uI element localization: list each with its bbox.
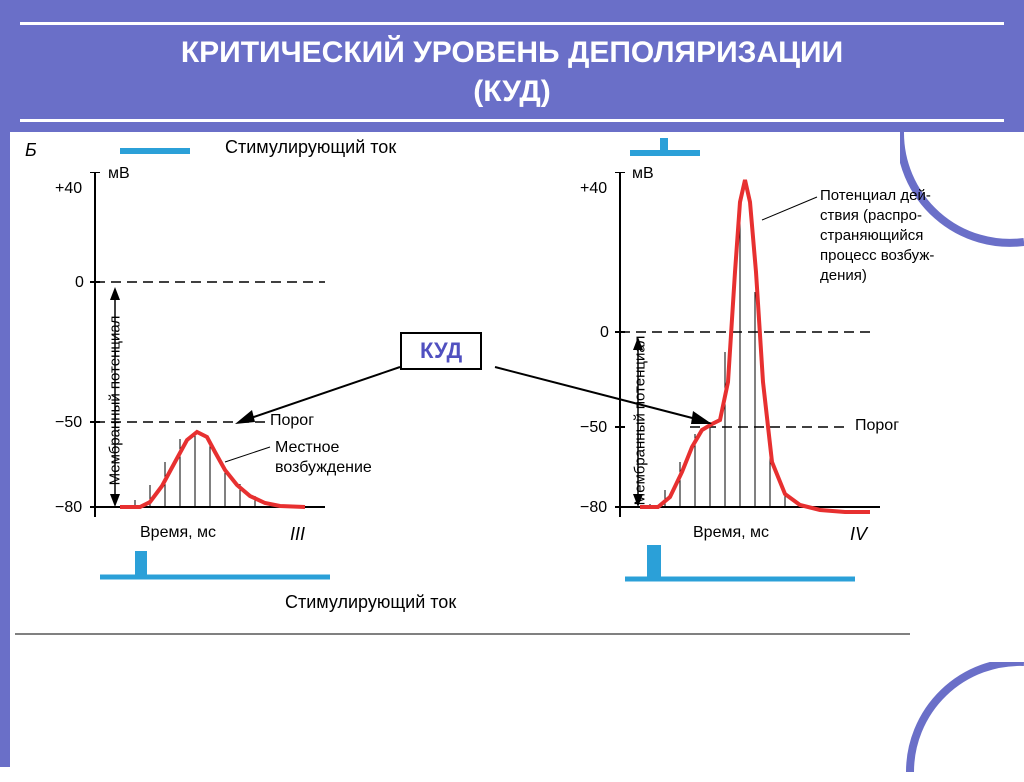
roman-iii: III: [290, 524, 305, 545]
ap-l5: дения): [820, 267, 867, 284]
ap-l4: процесс возбуж-: [820, 247, 934, 264]
kud-box: КУД: [400, 332, 482, 370]
right-mv: мВ: [632, 165, 654, 183]
slide-header: КРИТИЧЕСКИЙ УРОВЕНЬ ДЕПОЛЯРИЗАЦИИ (КУД): [0, 0, 1024, 132]
panel-label-b: Б: [25, 140, 37, 161]
kud-arrow-left: [230, 362, 410, 432]
content-area: Б Стимулирующий ток: [0, 132, 1024, 772]
left-local1: Местное: [275, 439, 339, 457]
right-time: Время, мс: [693, 524, 769, 542]
stim-bottom-label: Стимулирующий ток: [285, 592, 456, 613]
ap-l1: Потенциал дей-: [820, 187, 931, 204]
left-mv: мВ: [108, 165, 130, 183]
bottom-rule: [15, 632, 915, 636]
kud-arrow-right: [490, 362, 720, 432]
left-tick-50: −50: [55, 414, 82, 432]
corner-arc-bottom: [900, 662, 1024, 782]
ap-l2: ствия (распро-: [820, 207, 922, 224]
right-tick-40: +40: [580, 180, 607, 198]
stim-pulse-bottom-right: [625, 545, 855, 585]
stim-pulse-top-left: [120, 144, 200, 156]
roman-iv: IV: [850, 524, 867, 545]
ap-leader: [757, 192, 827, 222]
left-yaxis-label: Мембранный потенциал: [106, 316, 123, 486]
right-threshold: Порог: [855, 417, 899, 435]
title-line-1: КРИТИЧЕСКИЙ УРОВЕНЬ ДЕПОЛЯРИЗАЦИИ: [20, 33, 1004, 72]
title-line-2: (КУД): [20, 72, 1004, 111]
stim-pulse-bottom-left: [100, 547, 330, 582]
left-tick-80: −80: [55, 499, 82, 517]
left-tick-0: 0: [75, 274, 84, 292]
stim-pulse-top-right: [630, 134, 710, 156]
stim-top-label: Стимулирующий ток: [225, 137, 396, 158]
right-tick-80: −80: [580, 499, 607, 517]
left-local2: возбуждение: [275, 459, 372, 477]
right-tick-0: 0: [600, 324, 609, 342]
left-tick-40: +40: [55, 180, 82, 198]
left-time: Время, мс: [140, 524, 216, 542]
ap-l3: страняющийся: [820, 227, 923, 244]
